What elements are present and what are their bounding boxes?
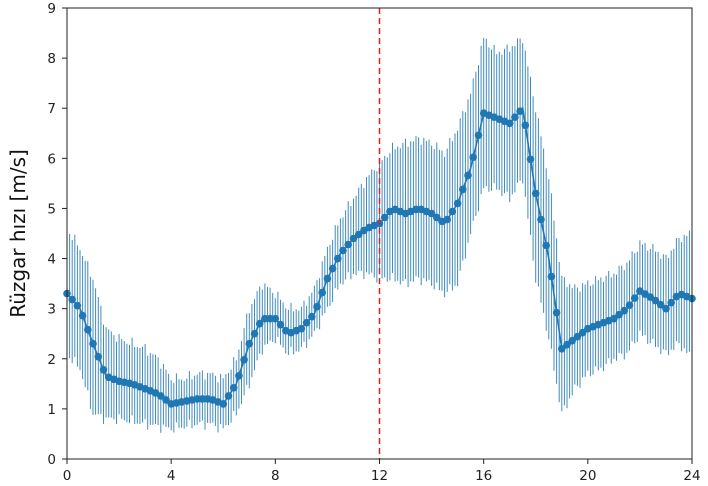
data-point [276,320,285,329]
data-point [542,241,550,250]
data-point [537,215,545,224]
data-point [328,264,337,273]
data-point [339,246,347,255]
data-point [552,308,561,317]
data-point [464,171,472,180]
data-point [198,395,207,403]
data-point [412,205,420,214]
data-point [68,295,76,304]
data-point [308,312,316,321]
data-point [615,310,623,319]
data-point [662,304,670,313]
data-point [162,396,170,404]
data-point [516,107,524,115]
y-tick-label: 6 [47,151,56,167]
data-point [521,121,530,130]
data-point [505,119,514,128]
y-axis: 0 1 2 3 4 5 6 7 8 9 [47,1,67,468]
data-point [245,339,254,348]
y-tick-label: 1 [47,402,56,418]
data-point [349,234,358,243]
data-point [667,298,675,307]
x-tick-label: 12 [371,468,388,484]
data-point [656,300,665,309]
data-point [84,325,92,334]
data-point [297,324,306,333]
x-axis: 0 4 8 12 16 20 24 [63,459,701,484]
y-tick-label: 7 [47,101,56,117]
data-point [630,294,639,302]
data-point [344,240,353,249]
data-point [568,336,576,345]
data-point [558,345,566,353]
data-point [94,353,103,361]
data-point [443,215,452,224]
data-point [255,319,264,328]
data-point [219,400,228,408]
data-point [469,153,478,162]
data-point [547,272,556,281]
y-tick-label: 5 [47,201,56,217]
data-point [620,306,629,315]
data-point [250,329,259,338]
data-point [427,209,436,218]
data-point [99,366,108,374]
data-point [453,199,462,208]
data-point [224,392,233,400]
data-point [354,230,363,239]
data-point [157,392,165,400]
y-tick-label: 9 [47,1,56,17]
data-point [511,113,519,121]
data-point [240,356,248,364]
x-tick-label: 4 [167,468,176,484]
data-point [448,207,457,216]
y-tick-label: 8 [47,51,56,67]
data-point [323,274,332,283]
y-tick-label: 2 [47,352,56,368]
data-point [651,296,660,305]
x-tick-label: 24 [683,468,700,484]
x-tick-label: 20 [579,468,596,484]
y-axis-label: Rüzgar hızı [m/s] [6,149,30,318]
data-point [78,311,87,320]
x-tick-label: 8 [271,468,280,484]
data-point [302,318,311,327]
data-point [459,185,467,194]
data-point [229,384,238,392]
data-point [235,372,243,380]
data-point [625,301,634,310]
data-point [433,213,441,222]
data-point [318,288,327,297]
data-point [526,155,535,164]
data-point [380,213,389,222]
data-point [610,314,618,323]
y-tick-label: 0 [47,452,56,468]
data-point [193,395,201,403]
data-point [271,314,280,323]
data-point [578,328,587,337]
data-point [73,301,82,310]
y-tick-label: 4 [47,252,56,268]
x-tick-label: 16 [475,468,492,484]
x-tick-label: 0 [63,468,72,484]
data-point [474,131,483,140]
data-point [334,254,342,263]
series-layer [63,106,696,408]
data-point [266,314,274,323]
data-point [313,302,321,311]
data-point [563,340,571,349]
data-point [573,332,582,341]
data-point [531,189,540,198]
data-point [89,339,97,348]
data-point [261,314,269,323]
y-tick-label: 3 [47,302,56,318]
